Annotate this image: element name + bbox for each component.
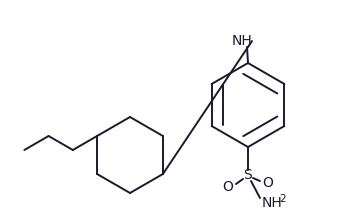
Text: 2: 2 — [279, 194, 286, 204]
Text: O: O — [263, 176, 273, 190]
Text: NH: NH — [262, 196, 283, 210]
Text: S: S — [244, 168, 252, 182]
Text: NH: NH — [231, 34, 252, 48]
Text: O: O — [222, 180, 234, 194]
